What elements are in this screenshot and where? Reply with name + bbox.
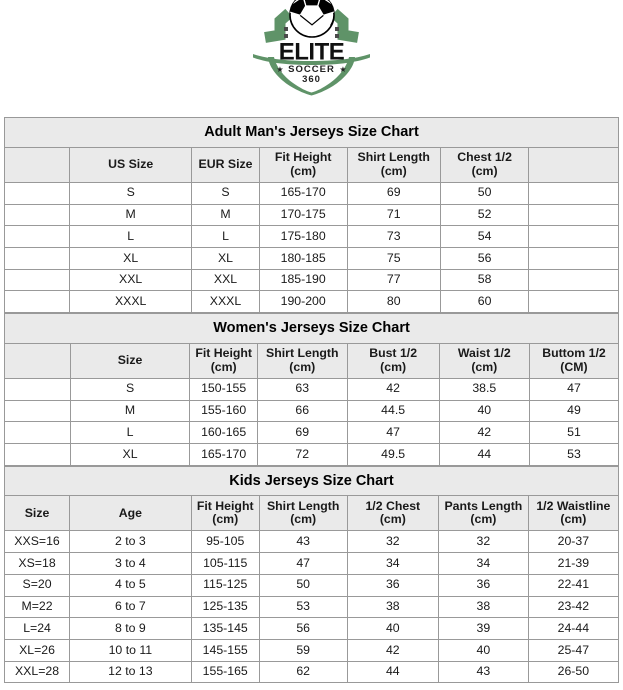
- svg-text:★: ★: [339, 65, 346, 74]
- svg-text:360: 360: [302, 74, 321, 85]
- svg-text:ELITE: ELITE: [279, 39, 345, 66]
- svg-text:★: ★: [276, 65, 283, 74]
